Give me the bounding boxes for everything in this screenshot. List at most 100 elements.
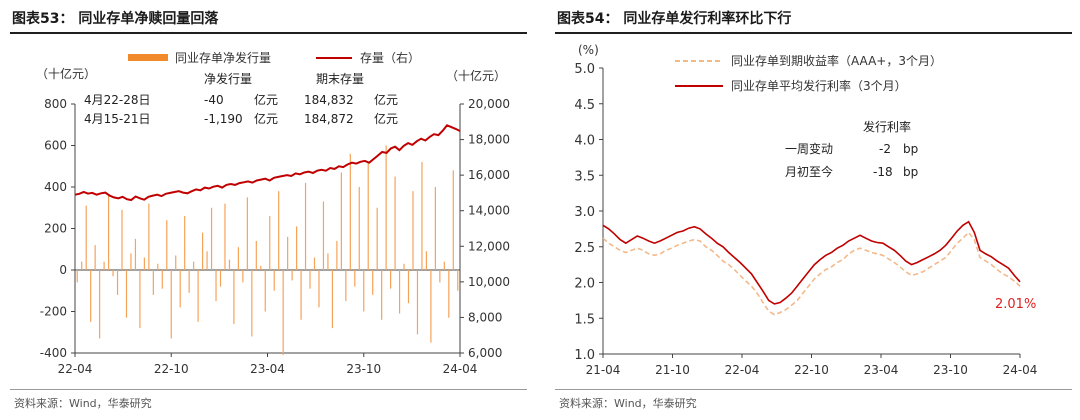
bar xyxy=(398,270,401,314)
bar xyxy=(318,270,320,308)
chart-panel-net-issuance: 图表53： 同业存单净赎回量回落 同业存单净发行量 存量（右） （十亿元） （十… xyxy=(0,0,535,420)
bar xyxy=(367,162,369,270)
bar xyxy=(143,257,145,270)
y2-tick-label: 20,000 xyxy=(468,97,510,111)
table-row: 4月15-21日 -1,190 亿元 184,872 亿元 xyxy=(84,111,398,126)
legend-label-issuance-rate: 同业存单平均发行利率（3个月） xyxy=(731,78,907,93)
bar xyxy=(255,240,257,270)
bar xyxy=(90,270,92,322)
bar xyxy=(300,270,302,320)
bar xyxy=(448,270,450,318)
legend-label-bar: 同业存单净发行量 xyxy=(175,50,271,65)
chart-svg-1: 同业存单净发行量 存量（右） （十亿元） （十亿元） 净发行量 期末存量 4月2… xyxy=(36,50,510,376)
bar xyxy=(148,203,150,270)
bar xyxy=(201,232,204,270)
bar xyxy=(121,209,123,270)
table-cell-value: -2 xyxy=(879,142,891,156)
bar xyxy=(349,153,351,270)
bar xyxy=(354,270,356,287)
bar xyxy=(260,265,262,270)
bar xyxy=(327,253,329,270)
x-tick-label: 22-04 xyxy=(58,362,93,376)
y-tick-label: 600 xyxy=(44,139,67,153)
right-axis-unit: （十亿元） xyxy=(446,68,506,83)
bar xyxy=(139,270,141,329)
x-tick-label: 22-10 xyxy=(154,362,189,376)
bar xyxy=(340,172,342,270)
bar xyxy=(322,201,325,270)
bar xyxy=(251,270,253,337)
table-header-net: 净发行量 xyxy=(204,71,252,86)
legend-bar-swatch xyxy=(128,54,168,61)
bar xyxy=(210,207,213,270)
axes: 1.0 1.5 2.0 2.5 3.0 3.5 4.0 4.5 5.0 21-04 21-10 22-… xyxy=(574,62,1037,377)
table-cell-unit: bp xyxy=(903,142,918,156)
y2-tick-label: 6,000 xyxy=(468,346,502,360)
footer-rule xyxy=(555,389,1072,390)
left-axis-unit: （十亿元） xyxy=(36,66,96,81)
x-tick-label: 24-04 xyxy=(1003,363,1038,377)
y-tick-label: 2.5 xyxy=(574,241,595,256)
table-cell-stock: 184,832 xyxy=(304,93,354,107)
x-tick-label: 22-10 xyxy=(794,363,829,377)
bar-series xyxy=(76,145,459,356)
table-row: 4月22-28日 -40 亿元 184,832 亿元 xyxy=(84,92,398,107)
bar xyxy=(394,176,396,270)
bar xyxy=(175,255,177,270)
bar xyxy=(130,253,132,270)
y2-tick-label: 16,000 xyxy=(468,168,510,182)
bar xyxy=(103,261,105,270)
line-series-issuance-rate xyxy=(602,220,1021,305)
bar xyxy=(278,191,280,270)
table-cell-unit: 亿元 xyxy=(254,92,278,107)
y-tick-label: 800 xyxy=(44,97,67,111)
legend-label-yield: 同业存单到期收益率（AAA+，3个月） xyxy=(731,53,942,68)
table-cell-stock: 184,872 xyxy=(304,112,354,126)
y2-tick-label: 12,000 xyxy=(468,239,510,253)
chart-panel-rates: 图表54： 同业存单发行利率环比下行 (%) 同业存单到期收益率（AAA+，3个… xyxy=(545,0,1080,420)
y-tick-label: 5.0 xyxy=(574,62,595,77)
table-cell-unit: 亿元 xyxy=(254,111,278,126)
y2-tick-label: 14,000 xyxy=(468,204,510,218)
y2-tick-label: 8,000 xyxy=(468,310,502,324)
table-cell-unit: 亿元 xyxy=(374,92,398,107)
table-row-label: 一周变动 xyxy=(785,141,833,156)
y-tick-label: -200 xyxy=(40,305,67,319)
bar xyxy=(412,191,414,270)
y-tick-label: 4.5 xyxy=(574,98,595,113)
table-cell-value: -18 xyxy=(873,165,893,179)
legend-label-line: 存量（右） xyxy=(360,50,420,65)
line-series-yield xyxy=(602,231,1021,316)
bar xyxy=(407,270,410,304)
y-tick-label: 400 xyxy=(44,180,67,194)
bar xyxy=(390,270,392,289)
chart-svg-2: (%) 同业存单到期收益率（AAA+，3个月） 同业存单平均发行利率（3个月） … xyxy=(574,43,1037,377)
end-value-label: 2.01% xyxy=(995,297,1036,312)
bar xyxy=(246,197,248,270)
bar xyxy=(457,270,459,291)
bar xyxy=(125,270,128,318)
table-row: 月初至今 -18 bp xyxy=(785,164,918,179)
bar xyxy=(430,270,432,343)
y-tick-label: 1.5 xyxy=(574,312,595,327)
bar xyxy=(206,251,208,270)
bar xyxy=(228,259,231,270)
chart-title: 图表53： 同业存单净赎回量回落 xyxy=(12,11,219,27)
y-axis-unit: (%) xyxy=(578,43,599,57)
chart-title: 图表54： 同业存单发行利率环比下行 xyxy=(557,11,792,27)
bar xyxy=(215,270,217,302)
bar xyxy=(166,220,168,270)
x-tick-label: 21-04 xyxy=(586,363,621,377)
bar xyxy=(224,203,226,270)
x-tick-label: 23-10 xyxy=(346,362,381,376)
bar xyxy=(336,240,338,270)
bar xyxy=(233,270,235,324)
table-row-label: 月初至今 xyxy=(785,164,833,179)
bar xyxy=(193,261,195,270)
title-rule xyxy=(555,32,1072,34)
bar xyxy=(197,270,199,322)
bar xyxy=(112,270,114,277)
source-note: 资料来源：Wind，华泰研究 xyxy=(559,397,697,410)
bar xyxy=(116,270,119,295)
bar xyxy=(376,207,378,270)
